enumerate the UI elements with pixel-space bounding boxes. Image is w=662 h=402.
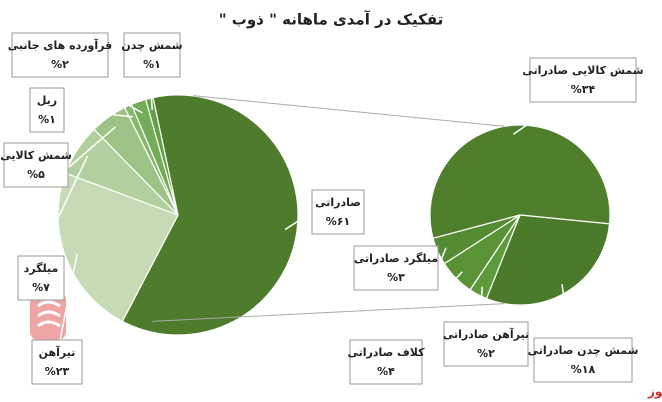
slice-label: میلگرد صادراتی (354, 252, 438, 265)
leader-line (561, 284, 571, 339)
slice-value: %۱۸ (571, 363, 596, 376)
chart-title: تفکیک در آمدی ماهانه " ذوب " (219, 11, 444, 29)
slice-value: %۶۱ (326, 215, 350, 228)
slice-label: میلگرد (24, 262, 59, 275)
pie-slice (121, 94, 299, 336)
leader-line (63, 109, 134, 118)
slice-value: %۳ (387, 271, 405, 284)
leader-line (437, 247, 447, 269)
slice-value: %۵ (27, 168, 45, 181)
label-box (3, 142, 69, 188)
label-box (349, 339, 423, 385)
label-box (353, 245, 439, 291)
leader-line (399, 271, 463, 341)
label-box (29, 87, 65, 133)
label-box (311, 189, 365, 235)
slice-label: شمش کالایی صادراتی (522, 64, 643, 77)
slice-value: %۲ (477, 347, 495, 360)
label-box (443, 321, 529, 367)
slice-label: شمش کالایی (0, 149, 72, 162)
pie-slice (429, 124, 611, 240)
leader-line (67, 126, 116, 169)
slice-label: تیرآهن (39, 345, 76, 359)
slice-label: تیرآهن صادراتی (443, 327, 529, 341)
label-box (533, 337, 633, 383)
pie-slice (144, 96, 179, 216)
slice-label: صادراتی (315, 196, 361, 209)
slice-label: فرآورده های جانبی (8, 38, 112, 52)
slice-value: %۴ (377, 365, 395, 378)
slice-label: شمش چدن (121, 39, 182, 52)
leader-line (79, 76, 143, 114)
leader-line (59, 253, 78, 341)
label-box (123, 32, 181, 78)
logo (30, 292, 66, 340)
watermark: بورس نیوز (647, 385, 662, 400)
leader-line (512, 101, 561, 135)
slice-value: %۲۳ (45, 365, 70, 378)
pie-slice (57, 172, 179, 323)
slice-label: کلاف صادراتی (347, 346, 425, 359)
slice-value: %۳۴ (571, 83, 596, 96)
connector-line (152, 303, 505, 322)
label-box (31, 339, 83, 385)
label-box (529, 57, 637, 103)
slice-label: شمش چدن صادراتی (528, 344, 639, 357)
slice-label: ریل (37, 94, 57, 107)
leader-line (149, 76, 153, 111)
leader-line (39, 155, 89, 257)
slice-value: %۱ (143, 58, 161, 71)
label-box (17, 255, 65, 301)
slice-value: %۲ (51, 58, 69, 71)
leader-line (284, 211, 313, 231)
slice-value: %۷ (32, 281, 50, 294)
connector-line (193, 95, 505, 127)
label-box (11, 32, 109, 78)
slice-value: %۱ (38, 113, 56, 126)
